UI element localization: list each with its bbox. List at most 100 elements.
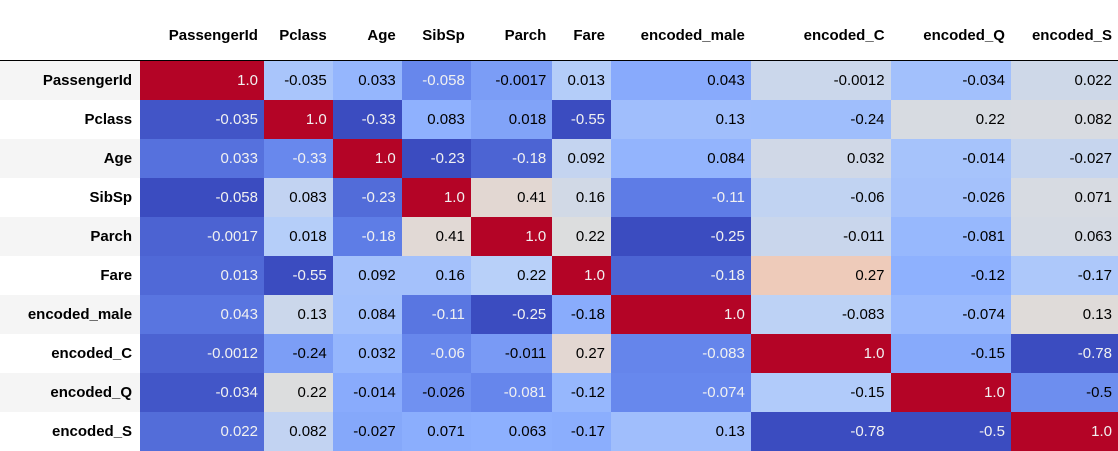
heatmap-cell: -0.081 [471, 373, 552, 412]
heatmap-cell: -0.026 [402, 373, 471, 412]
heatmap-cell: -0.24 [751, 100, 891, 139]
heatmap-cell: -0.058 [402, 61, 471, 101]
column-header: Age [333, 0, 402, 61]
heatmap-cell: -0.014 [891, 139, 1011, 178]
heatmap-cell: 0.16 [402, 256, 471, 295]
heatmap-cell: -0.06 [402, 334, 471, 373]
column-header: Pclass [264, 0, 333, 61]
heatmap-cell: -0.18 [552, 295, 611, 334]
heatmap-cell: -0.17 [552, 412, 611, 451]
heatmap-cell: -0.18 [333, 217, 402, 256]
heatmap-cell: -0.011 [471, 334, 552, 373]
heatmap-cell: -0.18 [611, 256, 751, 295]
heatmap-cell: -0.12 [552, 373, 611, 412]
heatmap-cell: -0.12 [891, 256, 1011, 295]
column-header: Parch [471, 0, 552, 61]
heatmap-cell: 0.013 [552, 61, 611, 101]
heatmap-cell: 0.018 [471, 100, 552, 139]
heatmap-cell: 1.0 [471, 217, 552, 256]
heatmap-cell: 0.22 [552, 217, 611, 256]
corner-cell [0, 0, 140, 61]
heatmap-cell: -0.17 [1011, 256, 1118, 295]
heatmap-cell: -0.081 [891, 217, 1011, 256]
heatmap-cell: -0.027 [1011, 139, 1118, 178]
heatmap-cell: -0.55 [552, 100, 611, 139]
heatmap-cell: 0.083 [402, 100, 471, 139]
column-header: PassengerId [140, 0, 264, 61]
heatmap-cell: 0.082 [264, 412, 333, 451]
heatmap-cell: -0.11 [402, 295, 471, 334]
heatmap-cell: 1.0 [611, 295, 751, 334]
heatmap-cell: -0.15 [891, 334, 1011, 373]
heatmap-cell: 0.092 [333, 256, 402, 295]
heatmap-cell: 0.063 [471, 412, 552, 451]
heatmap-cell: 0.41 [402, 217, 471, 256]
heatmap-cell: -0.23 [402, 139, 471, 178]
heatmap-cell: -0.55 [264, 256, 333, 295]
heatmap-cell: -0.011 [751, 217, 891, 256]
heatmap-cell: -0.18 [471, 139, 552, 178]
heatmap-cell: -0.083 [611, 334, 751, 373]
heatmap-cell: -0.074 [891, 295, 1011, 334]
heatmap-cell: -0.0017 [140, 217, 264, 256]
heatmap-cell: -0.78 [1011, 334, 1118, 373]
heatmap-cell: 0.13 [611, 412, 751, 451]
heatmap-cell: -0.0017 [471, 61, 552, 101]
heatmap-cell: -0.058 [140, 178, 264, 217]
row-header: Age [0, 139, 140, 178]
column-header: encoded_male [611, 0, 751, 61]
row-header: Fare [0, 256, 140, 295]
heatmap-cell: -0.5 [891, 412, 1011, 451]
heatmap-cell: 0.22 [471, 256, 552, 295]
heatmap-cell: 0.27 [552, 334, 611, 373]
row-header: PassengerId [0, 61, 140, 101]
heatmap-cell: 0.043 [140, 295, 264, 334]
heatmap-cell: -0.083 [751, 295, 891, 334]
heatmap-cell: 0.084 [333, 295, 402, 334]
heatmap-cell: -0.33 [333, 100, 402, 139]
column-header: SibSp [402, 0, 471, 61]
heatmap-cell: 1.0 [264, 100, 333, 139]
column-header: Fare [552, 0, 611, 61]
heatmap-cell: 0.022 [1011, 61, 1118, 101]
heatmap-cell: 0.084 [611, 139, 751, 178]
heatmap-cell: 0.41 [471, 178, 552, 217]
heatmap-cell: 1.0 [891, 373, 1011, 412]
heatmap-cell: -0.034 [140, 373, 264, 412]
heatmap-cell: 0.13 [1011, 295, 1118, 334]
row-header: Pclass [0, 100, 140, 139]
row-header: encoded_Q [0, 373, 140, 412]
heatmap-cell: -0.0012 [751, 61, 891, 101]
heatmap-cell: -0.014 [333, 373, 402, 412]
heatmap-cell: -0.5 [1011, 373, 1118, 412]
column-header: encoded_Q [891, 0, 1011, 61]
heatmap-cell: 1.0 [402, 178, 471, 217]
heatmap-cell: 0.13 [611, 100, 751, 139]
heatmap-cell: -0.026 [891, 178, 1011, 217]
heatmap-cell: 0.013 [140, 256, 264, 295]
heatmap-cell: 0.018 [264, 217, 333, 256]
heatmap-cell: 0.022 [140, 412, 264, 451]
heatmap-cell: 0.032 [751, 139, 891, 178]
heatmap-cell: 0.071 [1011, 178, 1118, 217]
heatmap-cell: -0.11 [611, 178, 751, 217]
heatmap-cell: -0.25 [471, 295, 552, 334]
heatmap-cell: 0.033 [333, 61, 402, 101]
heatmap-cell: 0.071 [402, 412, 471, 451]
heatmap-cell: -0.034 [891, 61, 1011, 101]
heatmap-cell: 0.063 [1011, 217, 1118, 256]
heatmap-cell: 1.0 [333, 139, 402, 178]
row-header: encoded_C [0, 334, 140, 373]
heatmap-cell: -0.0012 [140, 334, 264, 373]
